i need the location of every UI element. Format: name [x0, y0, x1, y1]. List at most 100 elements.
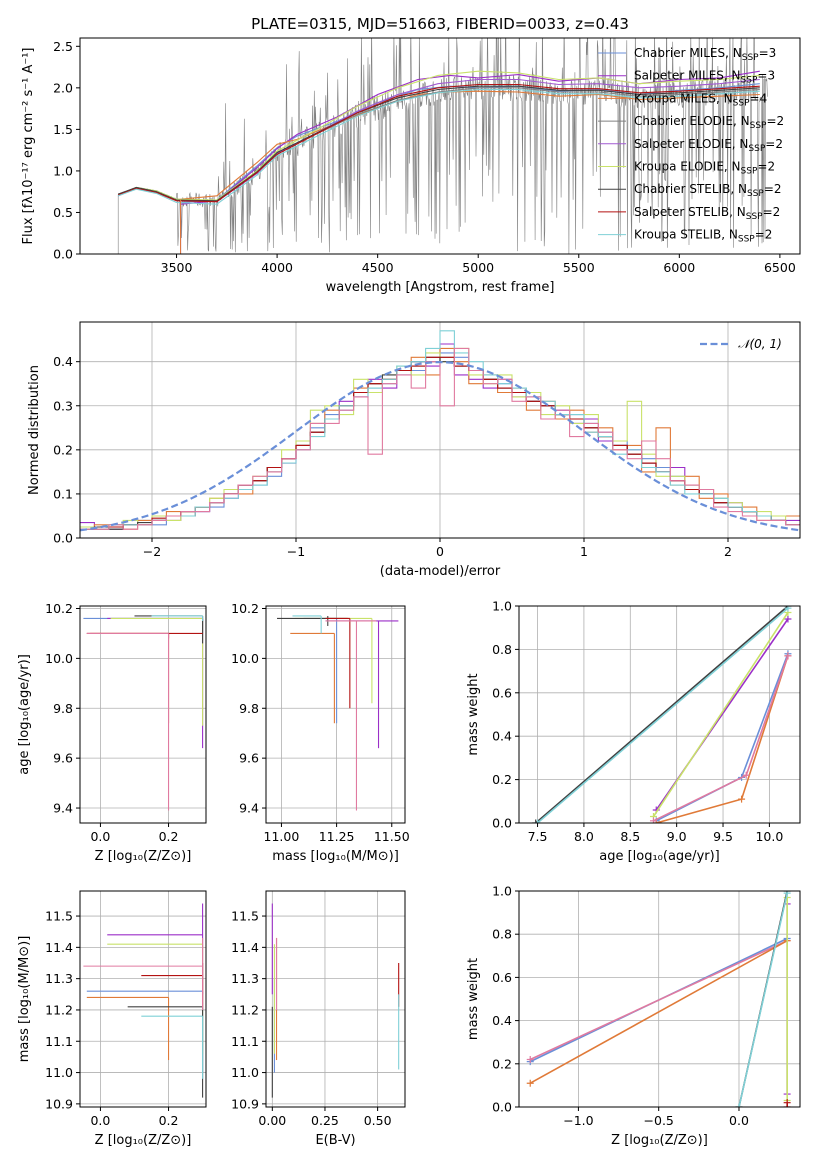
error-cross — [325, 620, 377, 811]
y-tick-label: 1.0 — [492, 599, 512, 614]
panel-age_vs_mass: 11.00 11.25 11.50 9.4 9.6 9.8 10.0 10.2 mass [lo… — [231, 601, 410, 864]
plus-marker — [742, 771, 750, 779]
plot-area — [117, 38, 768, 254]
legend-text: Salpeter MILES, N — [634, 69, 741, 83]
error-cross — [292, 615, 322, 634]
plus-marker — [526, 1055, 534, 1063]
legend-suffix: =2 — [766, 114, 784, 128]
x-tick-label: 0 — [436, 544, 444, 559]
legend-text: Salpeter STELIB, N — [634, 205, 746, 219]
error-cross — [303, 617, 338, 724]
y-tick-label: 0.0 — [492, 1100, 512, 1115]
plus-marker — [738, 795, 746, 803]
x-tick-label: 0.00 — [258, 1113, 286, 1128]
y-tick-label: 2.0 — [53, 80, 73, 95]
legend-suffix: =2 — [763, 205, 781, 219]
legend-subscript: SSP — [741, 167, 758, 177]
y-axis-label: mass [log₁₀(M/M⊙)] — [17, 936, 32, 1063]
y-tick-label: 11.5 — [231, 909, 259, 924]
plus-marker — [784, 652, 792, 660]
y-tick-label: 9.8 — [239, 701, 259, 716]
y-axis-label: mass weight — [466, 958, 481, 1040]
x-tick-label: 9.0 — [667, 829, 687, 844]
x-tick-label: 6000 — [663, 260, 695, 275]
x-tick-label: 1 — [580, 544, 588, 559]
error-cross — [294, 617, 373, 704]
y-tick-label: 11.2 — [45, 1002, 73, 1017]
error-cross — [110, 617, 204, 726]
y-tick-label: 9.6 — [53, 751, 73, 766]
plot-area — [532, 606, 792, 823]
y-tick-label: 1.0 — [492, 884, 512, 899]
y-tick-label: 0.2 — [492, 772, 512, 787]
legend-subscript: SSP — [747, 189, 764, 199]
x-tick-label: −2 — [143, 544, 161, 559]
y-tick-label: 10.9 — [231, 1096, 259, 1111]
legend-text: Kroupa MILES, N — [634, 91, 733, 105]
axes-frame — [79, 605, 207, 824]
legend-text: Chabrier ELODIE, N — [634, 114, 750, 128]
x-tick-label: 0.2 — [159, 1113, 179, 1128]
legend-entry: 𝒩(0, 1) — [738, 337, 782, 351]
x-axis-label: mass [log₁₀(M/M⊙)] — [272, 849, 399, 864]
error-cross — [141, 963, 204, 1007]
y-tick-label: 10.2 — [45, 601, 73, 616]
y-tick-label: 0.8 — [492, 642, 512, 657]
error-cross — [86, 990, 204, 1073]
error-cross — [325, 617, 351, 709]
y-tick-label: 10.0 — [45, 651, 73, 666]
legend-entry: Chabrier MILES, NSSP=3 — [634, 46, 776, 63]
series-line — [118, 85, 760, 202]
legend-entry: Chabrier STELIB, NSSP=2 — [634, 182, 782, 199]
x-tick-label: 7.5 — [528, 829, 548, 844]
x-tick-label: −0.5 — [644, 1113, 674, 1128]
plus-marker — [783, 1099, 791, 1107]
error-cross — [83, 937, 204, 1010]
histogram-step — [80, 347, 800, 530]
panel-spectrum: 3500 4000 4500 5000 5500 6000 6500 0.0 0.5 1.0 1.5… — [21, 37, 801, 295]
weight-line — [653, 655, 789, 822]
x-tick-label: 4500 — [362, 260, 394, 275]
series-line — [118, 83, 760, 203]
weight-line — [738, 893, 788, 1107]
series-line — [117, 70, 760, 201]
x-tick-label: 2 — [724, 544, 732, 559]
weight-line — [655, 653, 789, 822]
x-tick-label: 11.00 — [264, 829, 300, 844]
legend-suffix: =2 — [764, 182, 782, 196]
y-axis-label: mass weight — [466, 673, 481, 755]
y-tick-label: 10.0 — [231, 651, 259, 666]
x-axis-label: Z [log₁₀(Z/Z⊙)] — [611, 1133, 708, 1148]
x-axis-label: E(B-V) — [315, 1133, 355, 1148]
x-axis-label: Z [log₁₀(Z/Z⊙)] — [95, 1133, 192, 1148]
legend-suffix: =3 — [757, 69, 775, 83]
plot-area — [526, 891, 791, 1107]
y-tick-label: 11.0 — [45, 1065, 73, 1080]
y-axis-label: age [log₁₀(age/yr)] — [17, 654, 32, 775]
x-tick-label: 5000 — [462, 260, 494, 275]
weight-line — [652, 612, 789, 817]
x-tick-label: 6500 — [764, 260, 796, 275]
x-axis-label: (data-model)/error — [380, 564, 501, 579]
y-tick-label: 9.8 — [53, 701, 73, 716]
legend-suffix: =2 — [757, 160, 775, 174]
plot-area — [271, 903, 400, 1098]
y-tick-label: 11.4 — [45, 940, 73, 955]
figure-title: PLATE=0315, MJD=51663, FIBERID=0033, z=0… — [251, 15, 629, 33]
legend-subscript: SSP — [748, 144, 765, 154]
legend-subscript: SSP — [733, 98, 750, 108]
x-tick-label: 0.0 — [729, 1113, 749, 1128]
y-tick-label: 2.5 — [53, 39, 73, 54]
legend-entry: Salpeter ELODIE, NSSP=2 — [634, 137, 783, 154]
panels: 3500 4000 4500 5000 5500 6000 6500 0.0 0.5 1.0 1.5… — [17, 37, 801, 1148]
axes-frame — [79, 321, 801, 539]
plus-marker — [735, 1103, 743, 1107]
axes-frame — [265, 605, 406, 824]
plot-area — [83, 615, 204, 811]
plus-marker — [534, 819, 542, 823]
y-tick-label: 0.8 — [492, 927, 512, 942]
panel-weight_vs_Z: −1.0 −0.5 0.0 0.0 0.2 0.4 0.6 0.8 1.0 Z [log₁₀(Z/… — [466, 884, 801, 1148]
y-tick-label: 0.3 — [53, 398, 73, 413]
legend-subscript: SSP — [738, 235, 755, 245]
